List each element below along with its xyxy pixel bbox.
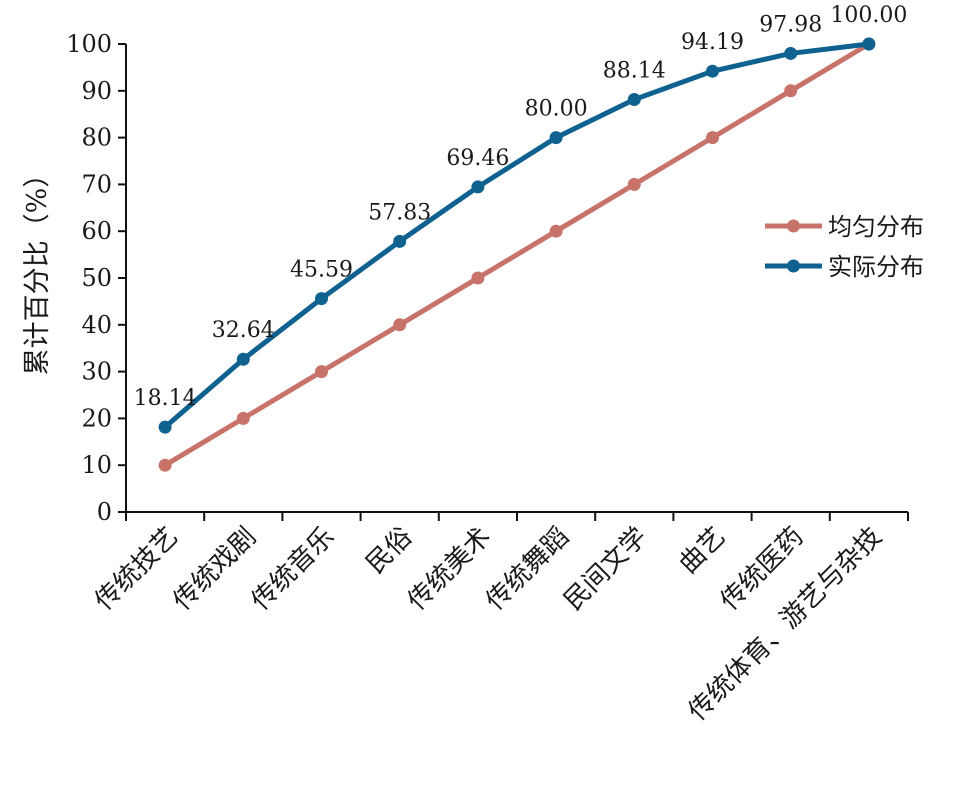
data-point: [393, 234, 407, 248]
x-tick-label: 传统戏剧: [167, 522, 262, 617]
series-layer: 18.14 32.64 45.59 57.83 69.46 80.00 88.14 94.19…: [134, 3, 907, 472]
x-tick-label: 传统舞蹈: [480, 522, 575, 617]
y-tick-label: 90: [81, 77, 112, 105]
x-tick-label: 民俗: [361, 522, 419, 580]
data-point: [784, 84, 798, 98]
legend-label: 实际分布: [828, 253, 924, 281]
series-line: [162, 41, 872, 468]
x-tick-label: 民间文学: [558, 522, 653, 617]
series-line: [162, 41, 872, 430]
x-tick-label: 传统技艺: [89, 522, 184, 617]
data-label: 45.59: [290, 258, 353, 283]
data-point: [315, 365, 328, 379]
data-label: 94.19: [681, 30, 744, 55]
legend-marker: [787, 219, 800, 233]
data-label: 32.64: [212, 318, 275, 343]
data-point: [627, 93, 641, 107]
y-tick-label: 30: [81, 358, 112, 386]
data-label: 18.14: [134, 386, 197, 411]
y-tick-label: 0: [97, 498, 112, 526]
series-1: [158, 37, 876, 472]
x-tick-label: 曲艺: [673, 522, 731, 580]
data-point: [549, 224, 563, 238]
data-point: [706, 131, 719, 145]
y-tick-label: 40: [81, 311, 112, 339]
data-point: [393, 318, 407, 332]
data-point: [158, 458, 172, 472]
y-tick-label: 20: [81, 404, 112, 432]
data-point: [471, 271, 485, 285]
legend-label: 均匀分布: [828, 213, 924, 241]
x-tick-label: 传统音乐: [246, 522, 341, 617]
data-point: [315, 292, 328, 306]
y-tick-label: 10: [81, 451, 112, 479]
data-label: 88.14: [603, 59, 666, 84]
data-label: 97.98: [759, 12, 822, 37]
legend-marker: [787, 259, 800, 273]
data-point: [784, 46, 798, 60]
series-2: 18.14 32.64 45.59 57.83 69.46 80.00 88.14 94.19…: [134, 3, 907, 434]
y-tick-label: 100: [66, 30, 112, 58]
data-label: 100.00: [830, 3, 907, 28]
x-tick-label: 传统美术: [402, 522, 497, 617]
data-label: 80.00: [525, 97, 588, 122]
data-label: 69.46: [446, 146, 509, 171]
data-point: [158, 420, 172, 434]
y-tick-label: 80: [81, 124, 112, 152]
data-label: 57.83: [368, 200, 431, 225]
data-point: [236, 411, 250, 425]
y-tick-label: 60: [81, 217, 112, 245]
y-axis-label: 累计百分比（%）: [22, 161, 53, 376]
data-point: [471, 180, 485, 194]
data-point: [706, 64, 719, 78]
data-point: [236, 352, 250, 366]
data-point: [627, 177, 641, 191]
data-point: [549, 131, 563, 145]
data-point: [862, 37, 876, 51]
y-tick-label: 50: [81, 264, 112, 292]
y-tick-label: 70: [81, 170, 112, 198]
